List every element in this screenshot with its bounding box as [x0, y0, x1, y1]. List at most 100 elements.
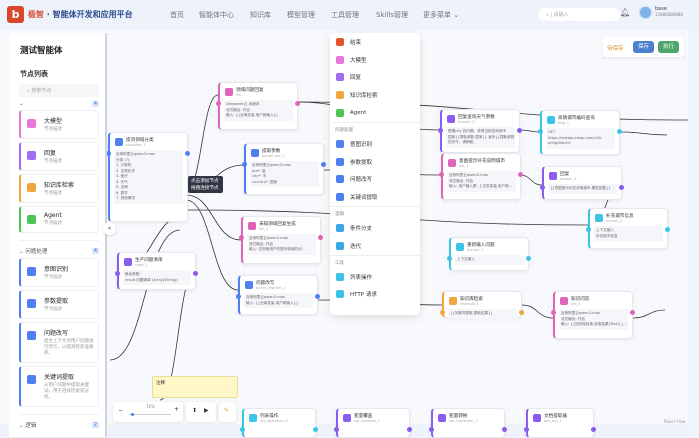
- node-list-item[interactable]: 参数提取 节点描述: [19, 290, 99, 319]
- redo-icon[interactable]: ▶: [204, 407, 209, 414]
- bell-icon[interactable]: 🔔︎: [620, 8, 631, 17]
- node-group[interactable]: ⌄ 问题处理 4: [19, 247, 99, 255]
- collapse-sidebar-button[interactable]: «: [103, 222, 116, 235]
- flow-node[interactable]: 问题改写 query_rewriter_1 百炼阿里云qwen3-max 输入: …: [236, 275, 320, 315]
- input-handle[interactable]: [586, 227, 591, 232]
- note-node[interactable]: 注释: [152, 376, 238, 398]
- output-handle[interactable]: [502, 427, 507, 432]
- output-handle[interactable]: [665, 227, 670, 232]
- output-handle[interactable]: [185, 151, 190, 156]
- output-handle[interactable]: [517, 128, 522, 133]
- avatar[interactable]: [639, 6, 652, 19]
- menu-item[interactable]: 大模型: [330, 51, 420, 69]
- node-list-item[interactable]: 问题改写 结合上下文对用户问题进行改写，以提高检索准确率。: [19, 322, 99, 363]
- flow-node[interactable]: 文档提取器 doc_ext_1: [524, 408, 596, 438]
- flow-node[interactable]: 提取参数 param_ext_1 百炼阿里云qwen3-max pro*: 省 ci…: [242, 143, 326, 195]
- edge[interactable]: [185, 194, 242, 241]
- output-handle[interactable]: [591, 427, 596, 432]
- input-handle[interactable]: [440, 310, 445, 315]
- flow-node[interactable]: 意图提示补充说明城市 llm_1 百炼阿里云qwen3-max 流式输出: 开启输…: [439, 153, 523, 200]
- input-handle[interactable]: [236, 294, 241, 299]
- input-handle[interactable]: [240, 427, 245, 432]
- edge[interactable]: [519, 129, 541, 133]
- input-handle[interactable]: [540, 185, 545, 190]
- run-button[interactable]: 执行: [658, 41, 679, 53]
- flow-node[interactable]: 生产问题清单 code_1 输出参数: result 问题清单 (Array[St…: [115, 252, 198, 290]
- edge[interactable]: [185, 199, 239, 291]
- save-button[interactable]: 保存: [633, 41, 654, 53]
- menu-item[interactable]: 迭代: [330, 237, 420, 255]
- menu-item[interactable]: 问题改写: [330, 171, 420, 189]
- node-list-item[interactable]: 回复 节点描述: [19, 142, 99, 171]
- node-list-item[interactable]: 意图识别 节点描述: [19, 258, 99, 287]
- nav-item[interactable]: 工具管理: [331, 11, 359, 19]
- flow-node[interactable]: 变量覆盖 var_override_1: [334, 408, 412, 438]
- input-handle[interactable]: [538, 129, 543, 134]
- nav-item[interactable]: 模型管理: [287, 11, 315, 19]
- edge[interactable]: [521, 304, 554, 319]
- zoom-slider[interactable]: [129, 413, 171, 416]
- input-handle[interactable]: [551, 310, 556, 315]
- output-handle[interactable]: [630, 310, 635, 315]
- flow-node[interactable]: 领域问题回复 llm Deepseek云-深度求 流式输出: 开启 输入: {{全局…: [216, 82, 300, 130]
- input-handle[interactable]: [447, 256, 452, 261]
- flow-node[interactable]: 变量转换 var_transform_1: [429, 408, 507, 438]
- search-input[interactable]: ⌕ | 请输入: [538, 8, 620, 21]
- output-handle[interactable]: [321, 162, 326, 167]
- output-handle[interactable]: [193, 271, 198, 276]
- flow-node[interactable]: 知识库检索 retrieval_1 {{关键词提取.提取结果}}: [440, 291, 524, 319]
- output-handle[interactable]: [407, 427, 412, 432]
- edge[interactable]: [519, 174, 543, 186]
- menu-item[interactable]: 列表操作: [330, 268, 420, 286]
- node-list-item[interactable]: 关键词提取 从用户问题中提取关键词，用于后续检索或分析。: [19, 366, 99, 407]
- input-handle[interactable]: [429, 427, 434, 432]
- flow-node[interactable]: 高德城市编码查询 http_1 GET https://restapi.amap.…: [538, 110, 622, 155]
- output-handle[interactable]: [318, 235, 323, 240]
- nav-item[interactable]: 知识库: [250, 11, 271, 19]
- zoom-in-button[interactable]: +: [174, 406, 180, 413]
- flow-node[interactable]: 重新输入问题 human_1 上下文输入: [447, 237, 531, 271]
- flow-node[interactable]: 补充城市信息 human_2 上下文输入 补充城市信息: [586, 208, 670, 249]
- zoom-out-button[interactable]: −: [118, 407, 124, 414]
- flow-node[interactable]: 回复查询天气参数 answer_3 根据city 的问题，获得当前查询城市 国家{…: [438, 109, 522, 153]
- node-group[interactable]: ⌄ 4: [19, 101, 99, 107]
- output-handle[interactable]: [315, 294, 320, 299]
- node-list-item[interactable]: Agent 节点描述: [19, 206, 99, 233]
- node-group[interactable]: ⌄ 逻辑 2: [19, 421, 99, 429]
- output-handle[interactable]: [518, 172, 523, 177]
- node-search-input[interactable]: ⌕ 搜索节点: [19, 84, 99, 97]
- menu-item[interactable]: 参数提取: [330, 153, 420, 171]
- output-handle[interactable]: [519, 310, 524, 315]
- edge[interactable]: [632, 309, 666, 319]
- node-list-item[interactable]: 大模型 节点描述: [19, 110, 99, 139]
- input-handle[interactable]: [239, 235, 244, 240]
- flow-node[interactable]: 列表操作 list_operation_2: [240, 408, 318, 438]
- undo-icon[interactable]: ⬆: [192, 407, 198, 414]
- node-list-item[interactable]: 知识库检索 节点描述: [19, 174, 99, 203]
- input-handle[interactable]: [115, 271, 120, 276]
- input-handle[interactable]: [216, 101, 221, 106]
- input-handle[interactable]: [439, 172, 444, 177]
- input-handle[interactable]: [334, 427, 339, 432]
- menu-item[interactable]: HTTP 请求: [330, 286, 420, 304]
- note-button[interactable]: ✎: [219, 402, 236, 422]
- menu-item[interactable]: 知识库检索: [330, 86, 420, 104]
- flow-node[interactable]: 回复 answer_4 {{意图提示补充说明城市.模型回复}}: [540, 166, 624, 200]
- input-handle[interactable]: [242, 162, 247, 167]
- output-handle[interactable]: [617, 129, 622, 134]
- menu-item[interactable]: 关键词提取: [330, 188, 420, 206]
- nav-item[interactable]: Skills管理: [376, 11, 408, 19]
- output-handle[interactable]: [295, 101, 300, 106]
- menu-item[interactable]: 结束: [330, 33, 420, 51]
- input-handle[interactable]: [106, 151, 111, 156]
- menu-item[interactable]: Agent: [330, 104, 420, 122]
- output-handle[interactable]: [313, 427, 318, 432]
- input-handle[interactable]: [524, 427, 529, 432]
- nav-item[interactable]: 智能体中心: [199, 11, 234, 19]
- nav-item[interactable]: 首页: [170, 11, 184, 19]
- output-handle[interactable]: [619, 185, 624, 190]
- menu-item[interactable]: 回复: [330, 69, 420, 87]
- input-handle[interactable]: [438, 128, 443, 133]
- user-info[interactable]: base 15888888888: [655, 6, 683, 17]
- nav-item[interactable]: 更多菜单 ⌄: [423, 11, 460, 19]
